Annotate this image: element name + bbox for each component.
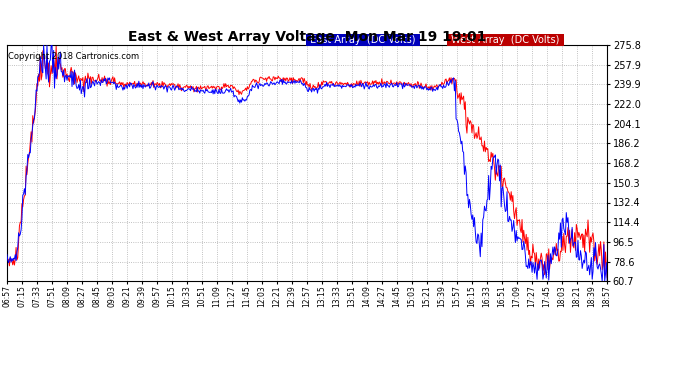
Text: East Array  (DC Volts): East Array (DC Volts)	[307, 35, 419, 45]
Text: West Array  (DC Volts): West Array (DC Volts)	[448, 35, 562, 45]
Title: East & West Array Voltage  Mon Mar 19 19:01: East & West Array Voltage Mon Mar 19 19:…	[128, 30, 486, 44]
Text: Copyright 2018 Cartronics.com: Copyright 2018 Cartronics.com	[8, 52, 139, 61]
